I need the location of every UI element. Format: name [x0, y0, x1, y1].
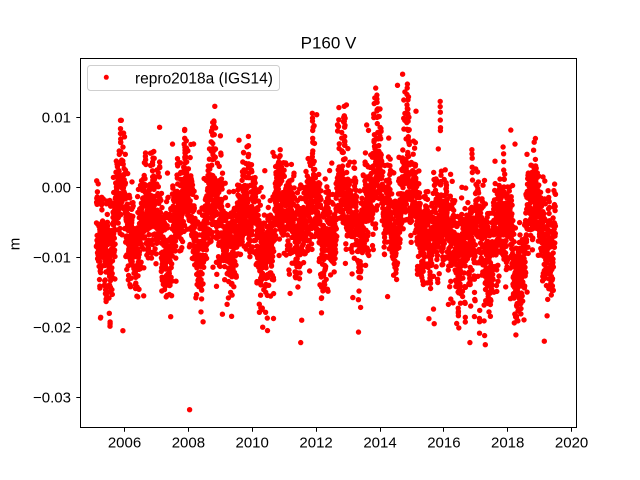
- svg-text:P160 V: P160 V: [301, 34, 357, 53]
- svg-text:repro2018a (IGS14): repro2018a (IGS14): [135, 70, 273, 87]
- svg-text:m: m: [7, 238, 24, 251]
- svg-text:2014: 2014: [363, 435, 396, 452]
- svg-text:2012: 2012: [299, 435, 332, 452]
- svg-text:2010: 2010: [236, 435, 269, 452]
- svg-text:−0.03: −0.03: [33, 389, 71, 406]
- svg-text:2018: 2018: [491, 435, 524, 452]
- svg-text:2016: 2016: [427, 435, 460, 452]
- svg-text:2006: 2006: [108, 435, 141, 452]
- svg-text:2020: 2020: [555, 435, 588, 452]
- svg-text:0.01: 0.01: [42, 110, 71, 127]
- svg-text:0.00: 0.00: [42, 180, 71, 197]
- svg-text:−0.01: −0.01: [33, 250, 71, 267]
- svg-text:2008: 2008: [172, 435, 205, 452]
- svg-text:−0.02: −0.02: [33, 320, 71, 337]
